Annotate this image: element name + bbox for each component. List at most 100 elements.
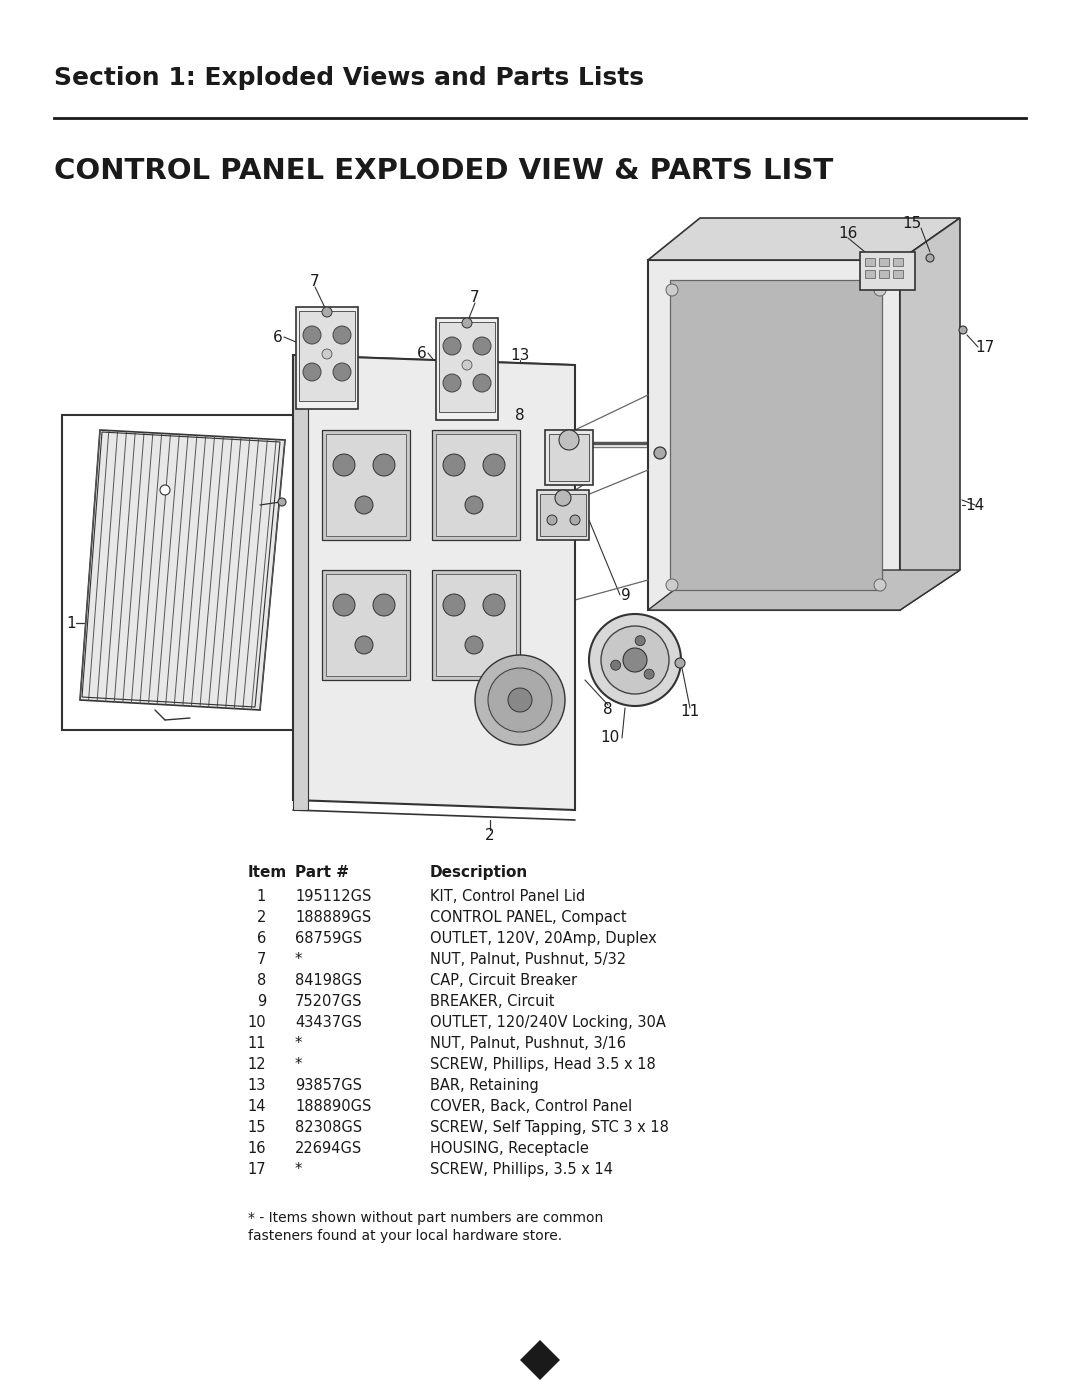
Text: Section 1: Exploded Views and Parts Lists: Section 1: Exploded Views and Parts List…	[54, 66, 644, 89]
Text: 68759GS: 68759GS	[295, 930, 362, 946]
Text: KIT, Control Panel Lid: KIT, Control Panel Lid	[430, 888, 585, 904]
Text: 6: 6	[257, 930, 266, 946]
Circle shape	[559, 430, 579, 450]
Bar	[296, 307, 357, 409]
Circle shape	[462, 360, 472, 370]
Circle shape	[610, 661, 621, 671]
Bar	[865, 258, 875, 265]
Bar	[893, 270, 903, 278]
Text: 17: 17	[247, 1162, 266, 1178]
Text: 188889GS: 188889GS	[295, 909, 372, 925]
Text: *: *	[295, 1162, 302, 1178]
Text: 84198GS: 84198GS	[295, 972, 362, 988]
Text: 82308GS: 82308GS	[295, 1120, 362, 1134]
Circle shape	[475, 655, 565, 745]
Text: 15: 15	[903, 217, 921, 232]
Circle shape	[443, 337, 461, 355]
Text: * - Items shown without part numbers are common: * - Items shown without part numbers are…	[248, 1211, 604, 1225]
Polygon shape	[648, 260, 900, 610]
Bar	[299, 312, 355, 401]
Polygon shape	[293, 355, 308, 810]
Text: 11: 11	[247, 1037, 266, 1051]
Text: fasteners found at your local hardware store.: fasteners found at your local hardware s…	[248, 1229, 562, 1243]
Circle shape	[600, 626, 669, 694]
Bar	[879, 270, 889, 278]
Bar	[436, 319, 498, 420]
Text: 22694GS: 22694GS	[295, 1141, 362, 1155]
Bar	[549, 434, 589, 481]
Bar	[432, 430, 519, 541]
Bar	[438, 321, 495, 412]
Text: 13: 13	[511, 348, 529, 362]
Circle shape	[666, 578, 678, 591]
Text: 2: 2	[485, 827, 495, 842]
Bar	[322, 430, 410, 541]
Text: CONTROL PANEL EXPLODED VIEW & PARTS LIST: CONTROL PANEL EXPLODED VIEW & PARTS LIST	[54, 156, 834, 184]
Text: *: *	[295, 951, 302, 967]
Polygon shape	[648, 570, 960, 610]
Text: 11: 11	[680, 704, 700, 719]
Bar	[432, 570, 519, 680]
Text: 14: 14	[247, 1099, 266, 1113]
Polygon shape	[670, 279, 882, 590]
Text: 75207GS: 75207GS	[295, 995, 363, 1009]
Bar	[322, 570, 410, 680]
Circle shape	[874, 578, 886, 591]
Text: 15: 15	[247, 1120, 266, 1134]
Text: 13: 13	[247, 1078, 266, 1092]
Circle shape	[355, 496, 373, 514]
Circle shape	[644, 669, 654, 679]
Circle shape	[355, 636, 373, 654]
Circle shape	[473, 337, 491, 355]
Circle shape	[483, 454, 505, 476]
Text: 1: 1	[66, 616, 76, 630]
Text: 93857GS: 93857GS	[295, 1078, 362, 1092]
Bar	[436, 574, 516, 676]
Text: OUTLET, 120V, 20Amp, Duplex: OUTLET, 120V, 20Amp, Duplex	[430, 930, 657, 946]
Circle shape	[635, 636, 645, 645]
Text: 1: 1	[257, 888, 266, 904]
Bar	[62, 415, 294, 731]
Text: Item: Item	[248, 865, 287, 880]
Text: 2: 2	[257, 909, 266, 925]
Text: BREAKER, Circuit: BREAKER, Circuit	[430, 995, 554, 1009]
Bar	[537, 490, 589, 541]
Text: 12: 12	[247, 1058, 266, 1071]
Polygon shape	[519, 1340, 561, 1380]
Text: 7: 7	[257, 951, 266, 967]
Text: SCREW, Phillips, Head 3.5 x 18: SCREW, Phillips, Head 3.5 x 18	[430, 1058, 656, 1071]
Text: 195112GS: 195112GS	[295, 888, 372, 904]
Text: 16: 16	[838, 226, 858, 242]
Circle shape	[373, 594, 395, 616]
Circle shape	[160, 485, 170, 495]
Circle shape	[570, 515, 580, 525]
Circle shape	[333, 594, 355, 616]
Text: 8: 8	[515, 408, 525, 422]
Text: NUT, Palnut, Pushnut, 3/16: NUT, Palnut, Pushnut, 3/16	[430, 1037, 626, 1051]
Polygon shape	[648, 218, 960, 260]
Text: SCREW, Self Tapping, STC 3 x 18: SCREW, Self Tapping, STC 3 x 18	[430, 1120, 669, 1134]
Bar	[326, 434, 406, 536]
Text: 8: 8	[604, 703, 612, 718]
Bar	[545, 430, 593, 485]
Text: 10: 10	[247, 1016, 266, 1030]
Circle shape	[465, 636, 483, 654]
Circle shape	[462, 319, 472, 328]
Circle shape	[654, 447, 666, 460]
Circle shape	[589, 615, 681, 705]
Text: Part #: Part #	[295, 865, 349, 880]
Text: COVER, Back, Control Panel: COVER, Back, Control Panel	[430, 1099, 632, 1113]
Circle shape	[333, 363, 351, 381]
Circle shape	[303, 363, 321, 381]
Circle shape	[333, 454, 355, 476]
Text: HOUSING, Receptacle: HOUSING, Receptacle	[430, 1141, 589, 1155]
Bar	[326, 574, 406, 676]
Text: 6: 6	[273, 330, 283, 345]
Circle shape	[303, 326, 321, 344]
Circle shape	[623, 648, 647, 672]
Circle shape	[874, 284, 886, 296]
Circle shape	[675, 658, 685, 668]
Circle shape	[443, 454, 465, 476]
Text: 188890GS: 188890GS	[295, 1099, 372, 1113]
Text: 10: 10	[600, 731, 620, 746]
